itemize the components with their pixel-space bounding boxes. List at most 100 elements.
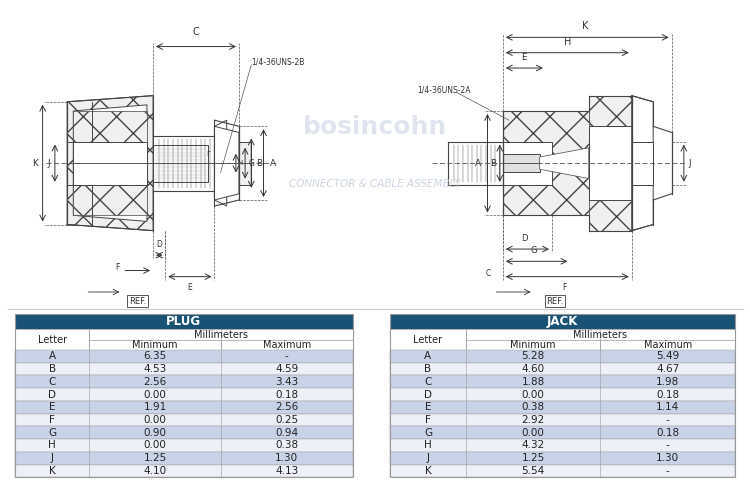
Bar xyxy=(74,142,147,185)
Text: E: E xyxy=(188,283,192,292)
Text: A: A xyxy=(49,351,55,361)
Bar xyxy=(89,340,220,350)
Text: -: - xyxy=(666,440,670,450)
Text: JACK: JACK xyxy=(547,315,578,328)
Bar xyxy=(15,329,89,350)
Text: Minimum: Minimum xyxy=(132,340,178,350)
Text: J: J xyxy=(688,159,691,168)
Bar xyxy=(390,426,735,439)
Polygon shape xyxy=(214,120,226,206)
Text: 0.00: 0.00 xyxy=(522,428,544,438)
Text: Maximum: Maximum xyxy=(644,340,692,350)
Text: 4.13: 4.13 xyxy=(275,466,298,476)
Text: H: H xyxy=(238,160,243,166)
Bar xyxy=(390,413,735,426)
Bar xyxy=(68,102,153,225)
Text: 1.25: 1.25 xyxy=(521,453,544,463)
Text: C: C xyxy=(193,27,200,37)
Text: REF.: REF. xyxy=(546,297,564,306)
Bar xyxy=(15,401,352,413)
Text: 1/4-36UNS-2B: 1/4-36UNS-2B xyxy=(251,57,305,66)
Bar xyxy=(390,439,735,452)
Polygon shape xyxy=(214,159,251,168)
Bar xyxy=(15,452,352,465)
Text: 4.67: 4.67 xyxy=(656,364,680,374)
Bar xyxy=(390,363,735,375)
Text: G: G xyxy=(424,428,432,438)
Text: B: B xyxy=(490,159,496,168)
Text: 0.90: 0.90 xyxy=(143,428,166,438)
Text: bosincohn: bosincohn xyxy=(303,115,447,139)
Bar xyxy=(390,388,735,401)
Bar xyxy=(390,375,735,388)
Polygon shape xyxy=(214,126,239,200)
Text: G: G xyxy=(48,428,56,438)
Text: F: F xyxy=(425,415,431,425)
Text: 1/4-36UNS-2A: 1/4-36UNS-2A xyxy=(417,85,470,94)
Text: 0.18: 0.18 xyxy=(656,428,680,438)
Text: 1.30: 1.30 xyxy=(275,453,298,463)
Text: 0.00: 0.00 xyxy=(144,440,166,450)
Text: 4.60: 4.60 xyxy=(521,364,544,374)
Text: 1.98: 1.98 xyxy=(656,377,680,387)
Text: 0.18: 0.18 xyxy=(275,390,298,399)
Text: A: A xyxy=(476,159,482,168)
Text: K: K xyxy=(49,466,55,476)
Text: 0.38: 0.38 xyxy=(275,440,298,450)
Text: C: C xyxy=(424,377,432,387)
Bar xyxy=(15,363,352,375)
Text: G: G xyxy=(248,159,254,168)
Bar xyxy=(390,350,735,363)
Text: D: D xyxy=(424,390,432,399)
Text: 0.00: 0.00 xyxy=(522,390,544,399)
Bar xyxy=(390,401,735,413)
Text: 4.59: 4.59 xyxy=(275,364,298,374)
Text: 3.43: 3.43 xyxy=(275,377,298,387)
Bar xyxy=(74,187,88,206)
Text: Millimeters: Millimeters xyxy=(194,330,248,339)
Text: REF.: REF. xyxy=(129,297,146,306)
Polygon shape xyxy=(68,95,153,231)
Text: B: B xyxy=(49,364,55,374)
Text: 4.10: 4.10 xyxy=(143,466,166,476)
Text: 4.32: 4.32 xyxy=(521,440,544,450)
Text: D: D xyxy=(156,240,162,249)
Text: F: F xyxy=(50,415,55,425)
Text: A: A xyxy=(270,159,276,168)
Text: 0.00: 0.00 xyxy=(144,415,166,425)
Text: 1.30: 1.30 xyxy=(656,453,680,463)
Text: 1.25: 1.25 xyxy=(143,453,166,463)
Text: 5.49: 5.49 xyxy=(656,351,680,361)
Polygon shape xyxy=(540,148,589,178)
Text: C: C xyxy=(485,269,490,278)
Text: 0.94: 0.94 xyxy=(275,428,298,438)
Text: A: A xyxy=(424,351,431,361)
Bar xyxy=(15,388,352,401)
Bar xyxy=(74,166,147,215)
Text: Maximum: Maximum xyxy=(262,340,310,350)
Text: E: E xyxy=(49,402,55,412)
Text: 0.00: 0.00 xyxy=(144,390,166,399)
Polygon shape xyxy=(632,95,653,231)
Bar xyxy=(15,375,352,388)
Text: J: J xyxy=(48,159,50,168)
Text: F: F xyxy=(115,263,119,272)
Bar xyxy=(74,111,147,160)
Text: G: G xyxy=(530,246,537,255)
Bar xyxy=(74,120,88,139)
Text: 0.25: 0.25 xyxy=(275,415,298,425)
Text: -: - xyxy=(666,415,670,425)
Text: Minimum: Minimum xyxy=(511,340,556,350)
Bar xyxy=(601,340,735,350)
Bar xyxy=(390,465,735,477)
Bar xyxy=(632,142,653,185)
Text: Millimeters: Millimeters xyxy=(574,330,628,339)
Bar xyxy=(390,314,735,329)
Text: -: - xyxy=(666,466,670,476)
Text: B: B xyxy=(424,364,431,374)
Bar xyxy=(448,142,503,185)
Bar xyxy=(390,452,735,465)
Text: F: F xyxy=(562,283,566,292)
Text: -: - xyxy=(285,351,289,361)
Text: H: H xyxy=(424,440,432,450)
